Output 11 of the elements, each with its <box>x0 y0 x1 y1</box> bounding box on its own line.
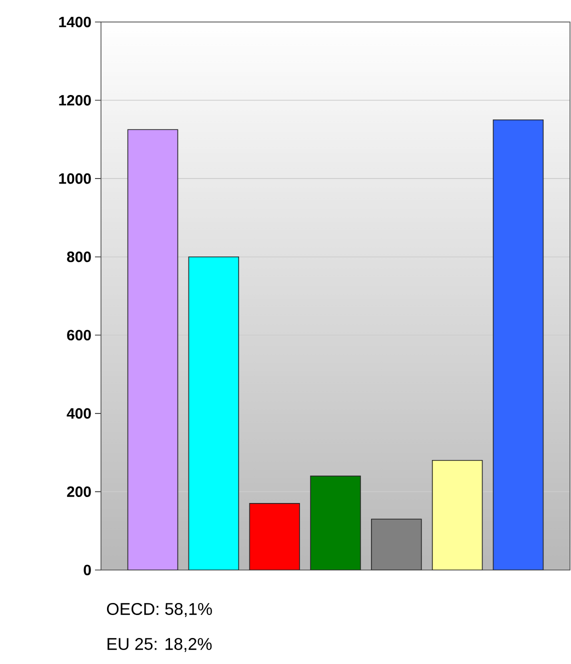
bar <box>249 503 300 570</box>
y-tick-label: 800 <box>67 252 91 262</box>
y-tick-label: 600 <box>67 330 91 340</box>
y-tick-label: 200 <box>67 486 91 497</box>
y-tick-label: 0 <box>84 564 91 576</box>
y-tick-label: 1000 <box>59 173 91 184</box>
y-tick-label: 400 <box>66 408 91 419</box>
y-tick-label: 1400 <box>59 16 91 28</box>
text: OECD: 58,1% <box>106 602 212 617</box>
y-tick-label: 1200 <box>59 94 91 106</box>
text: EU 25: 18,2% <box>108 638 212 652</box>
